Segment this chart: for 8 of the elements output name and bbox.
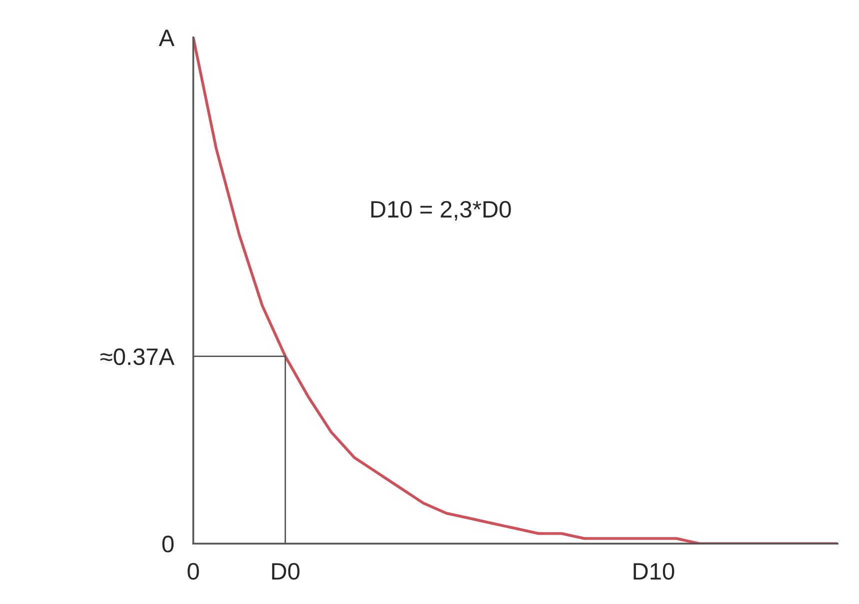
line-series [193,37,838,544]
y-tick-label: A [158,30,174,46]
annotation: D10 = 2,3*D0 [371,200,511,220]
y-tick-label: 0 [162,536,174,552]
x-tick-label: D0 [272,562,300,580]
y-tick-label: ≈0.37A [100,348,174,366]
x-tick-label: 0 [188,562,199,580]
x-tick-label: D10 [634,562,674,580]
